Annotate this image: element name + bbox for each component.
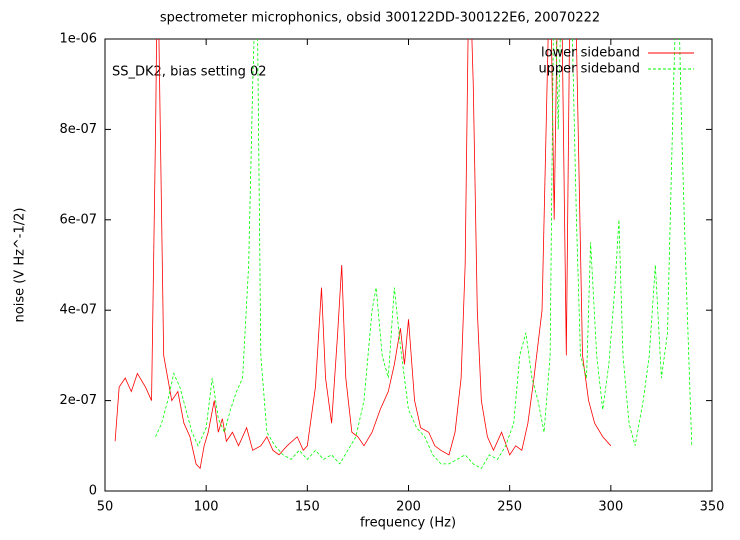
y-tick-label: 2e-07 xyxy=(59,393,97,408)
x-tick-label: 350 xyxy=(700,500,725,515)
x-tick-label: 150 xyxy=(295,500,320,515)
x-tick-label: 250 xyxy=(497,500,522,515)
y-axis-label: noise (V Hz^-1/2) xyxy=(13,208,28,323)
x-tick-label: 100 xyxy=(194,500,219,515)
plot-area xyxy=(114,39,693,470)
y-tick-label: 8e-07 xyxy=(59,122,97,137)
x-axis-label: frequency (Hz) xyxy=(360,516,456,531)
y-tick-label: 4e-07 xyxy=(59,303,97,318)
y-tick-label: 6e-07 xyxy=(59,212,97,227)
series-line xyxy=(155,39,693,469)
legend-label: upper sideband xyxy=(538,62,640,77)
chart-title: spectrometer microphonics, obsid 300122D… xyxy=(160,11,600,26)
y-tick-label: 1e-06 xyxy=(59,32,97,47)
series-line xyxy=(114,39,612,470)
x-tick-label: 300 xyxy=(598,500,623,515)
y-tick-label: 0 xyxy=(89,484,97,499)
legend-label: lower sideband xyxy=(541,46,640,61)
annotation: SS_DK2, bias setting 02 xyxy=(112,65,267,80)
x-tick-label: 200 xyxy=(396,500,421,515)
x-tick-label: 50 xyxy=(97,500,114,515)
